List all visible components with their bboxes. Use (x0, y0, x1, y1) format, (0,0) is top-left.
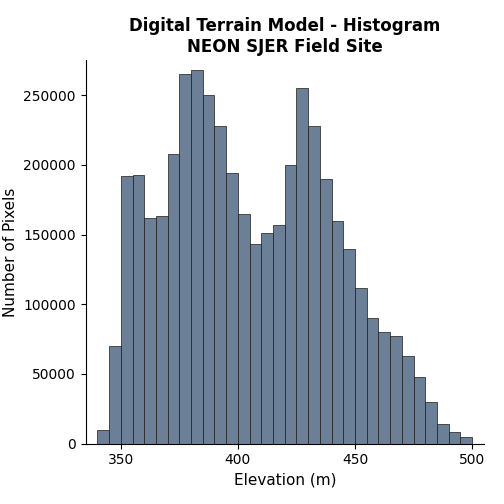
Bar (425, 402, 437, 444)
Bar (109, 346, 121, 444)
Bar (262, 233, 273, 444)
Bar (249, 244, 262, 444)
Bar (226, 173, 238, 444)
Bar (273, 225, 285, 444)
Bar (332, 221, 343, 444)
Bar (144, 218, 156, 444)
Bar (156, 217, 168, 444)
Bar (296, 88, 308, 444)
Bar (343, 248, 355, 444)
Bar (191, 70, 203, 444)
X-axis label: Elevation (m): Elevation (m) (233, 473, 336, 488)
Bar (461, 436, 472, 444)
Bar (355, 287, 367, 444)
Bar (320, 179, 332, 444)
Bar (308, 126, 320, 444)
Bar (215, 126, 226, 444)
Bar (367, 318, 379, 444)
Bar (437, 424, 449, 444)
Bar (179, 75, 191, 444)
Bar (203, 95, 215, 444)
Bar (379, 332, 390, 444)
Title: Digital Terrain Model - Histogram
NEON SJER Field Site: Digital Terrain Model - Histogram NEON S… (129, 17, 440, 56)
Bar (390, 336, 402, 444)
Bar (97, 429, 109, 444)
Bar (402, 356, 414, 444)
Y-axis label: Number of Pixels: Number of Pixels (3, 187, 18, 317)
Bar (168, 154, 179, 444)
Bar (414, 376, 425, 444)
Bar (121, 176, 133, 444)
Bar (449, 432, 461, 444)
Bar (285, 165, 296, 444)
Bar (133, 175, 144, 444)
Bar (238, 214, 249, 444)
